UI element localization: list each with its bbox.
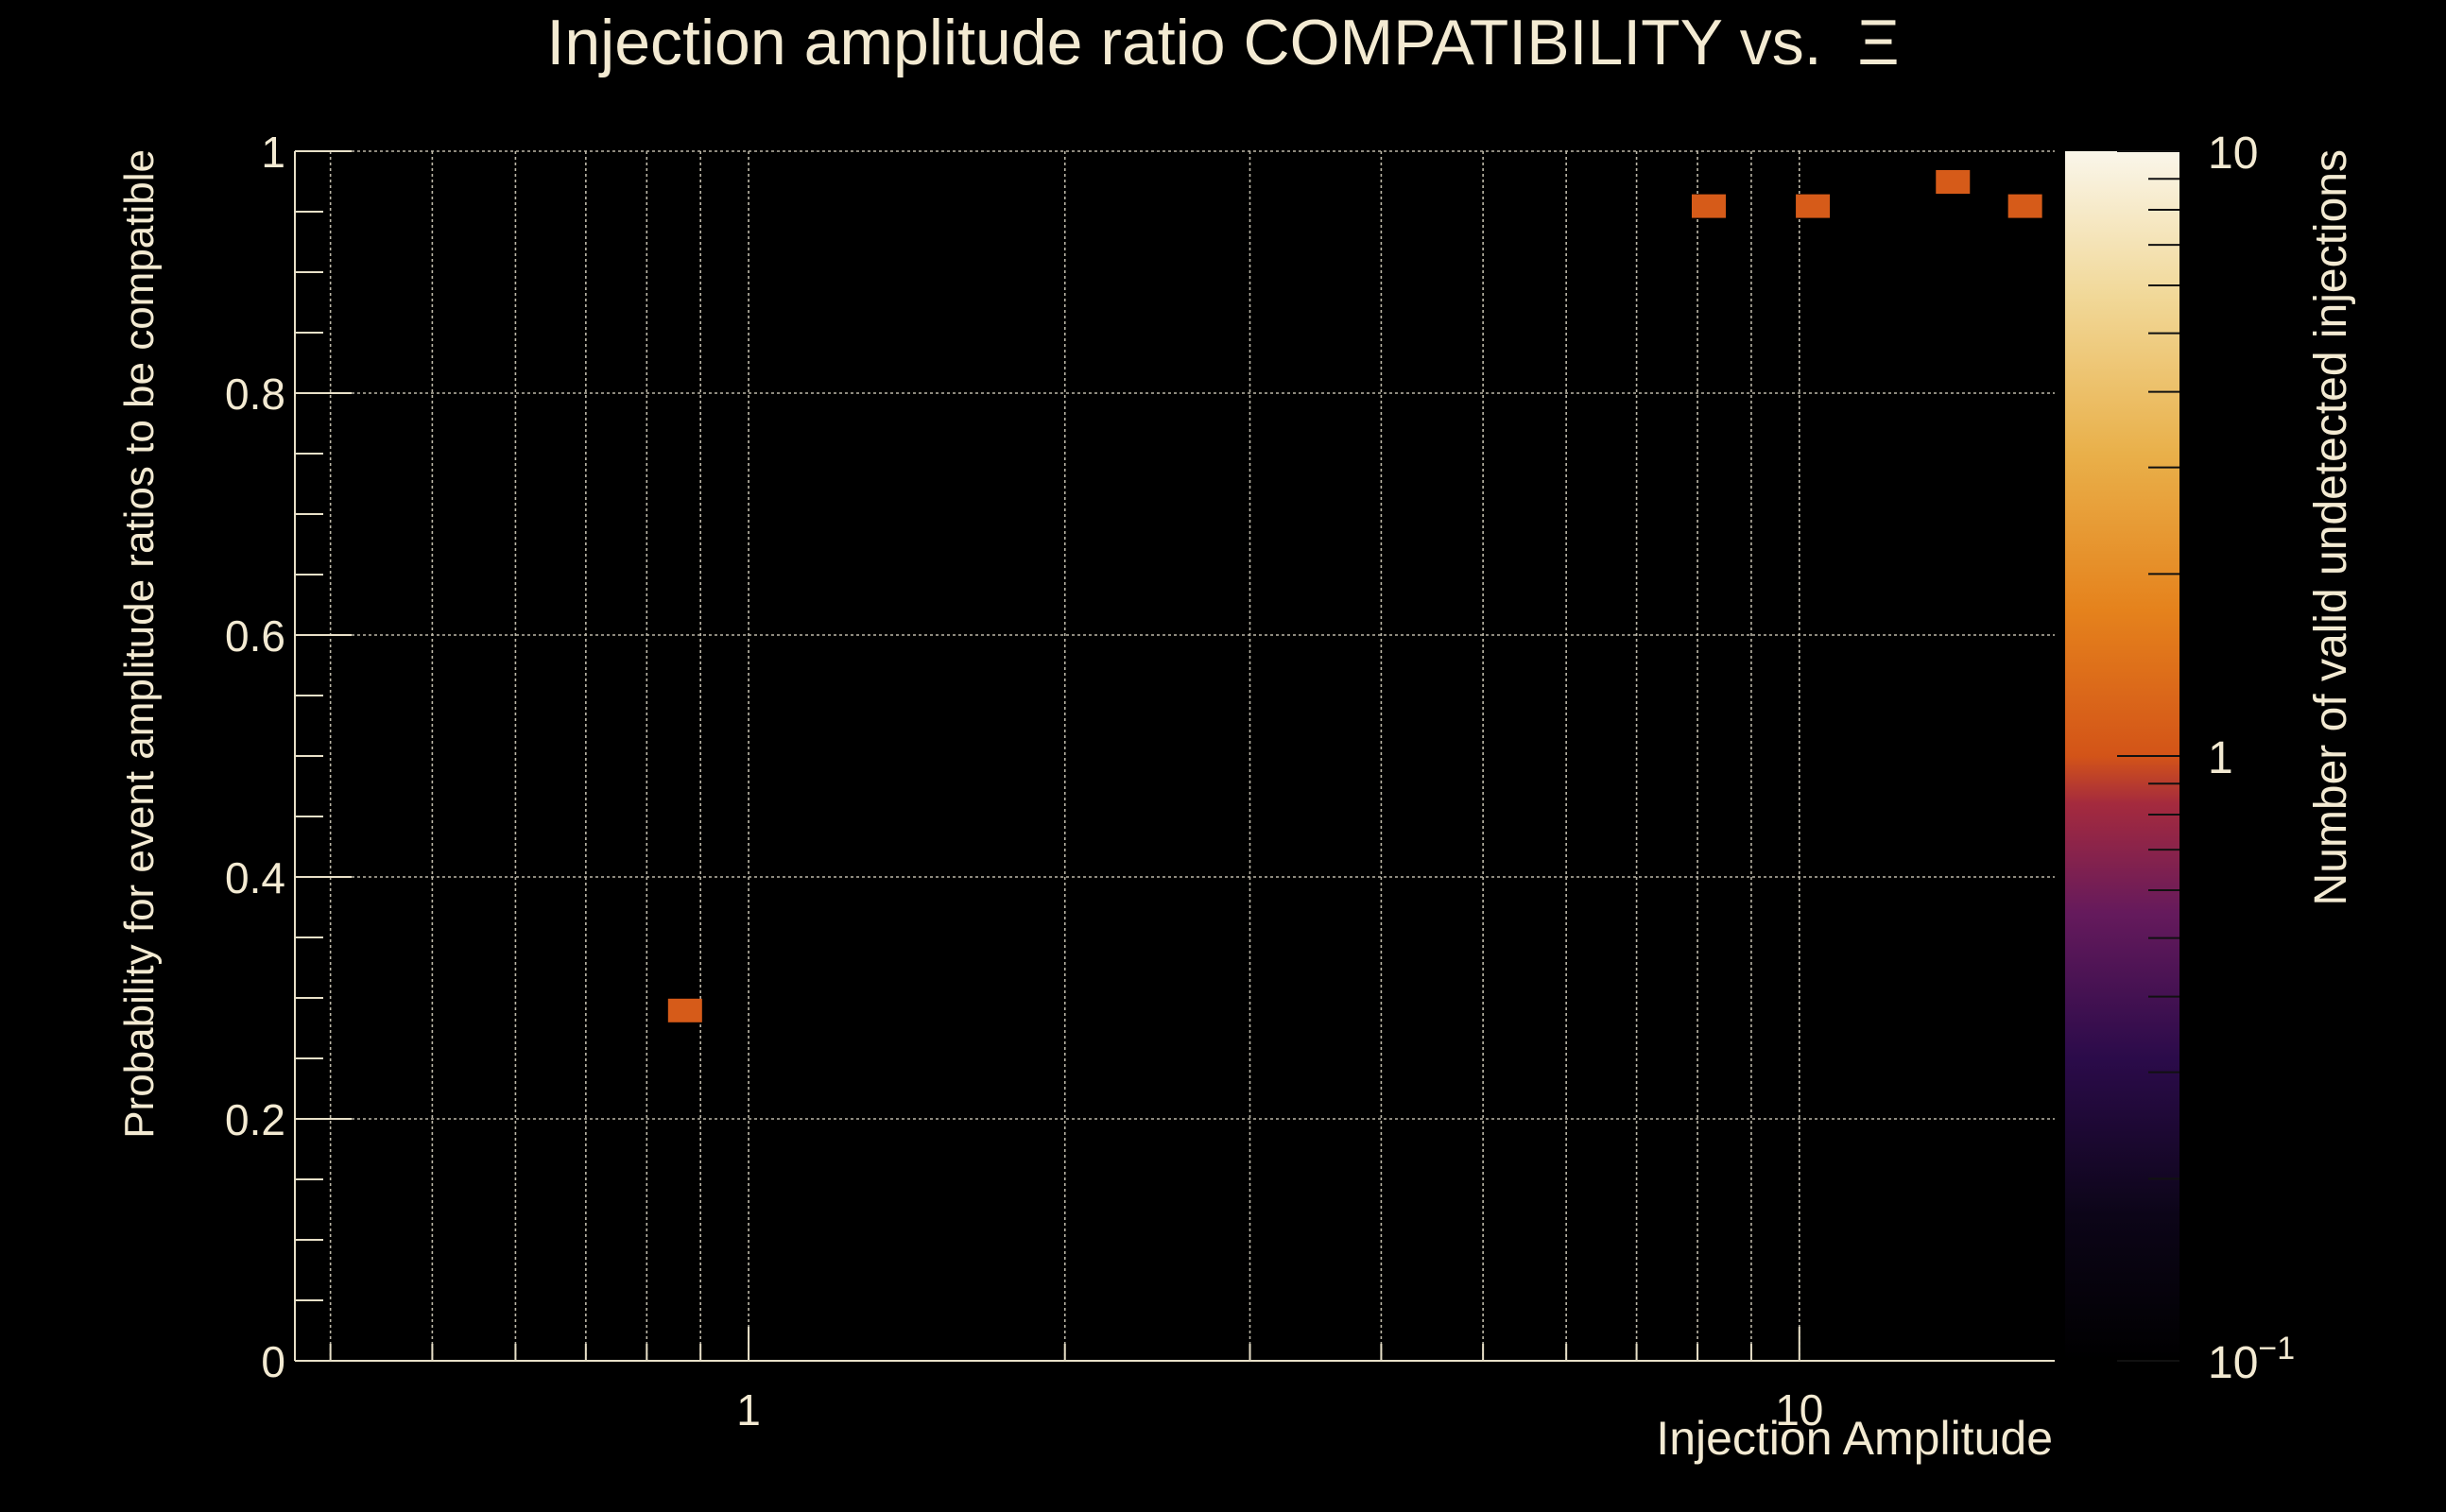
colorbar-tick-label: 1 [2208,733,2233,783]
chart-title: Injection amplitude ratio COMPATIBILITY … [546,7,1899,78]
colorbar-label: Number of valid undetected injections [2306,149,2356,905]
colorbar-axis: 10−1 1 10 [2117,129,2295,1388]
x-tick-label: 1 [736,1385,761,1435]
heatmap-cell [2007,194,2042,218]
heatmap-cell [667,998,702,1022]
x-axis-label: Injection Amplitude [1656,1412,2053,1465]
y-tick-label: 1 [261,128,285,177]
plot-axes: 0 0.2 0.4 0.6 0.8 1 1 10 [225,128,2055,1435]
colorbar-tick-label: 10−1 [2208,1331,2295,1388]
heatmap-cell [1936,170,1971,194]
heatmap-cells [667,170,2042,1022]
colorbar-tick-label: 10 [2208,129,2258,179]
y-tick-label: 0.2 [225,1095,285,1144]
y-tick-label: 0.8 [225,369,285,419]
heatmap-cell [1691,194,1726,218]
y-tick-label: 0 [261,1337,285,1386]
y-tick-label: 0.4 [225,853,285,902]
y-axis-label: Probability for event amplitude ratios t… [116,149,163,1139]
heatmap-cell [1796,194,1831,218]
y-tick-label: 0.6 [225,611,285,661]
x-tick-label: 10 [1775,1385,1823,1435]
